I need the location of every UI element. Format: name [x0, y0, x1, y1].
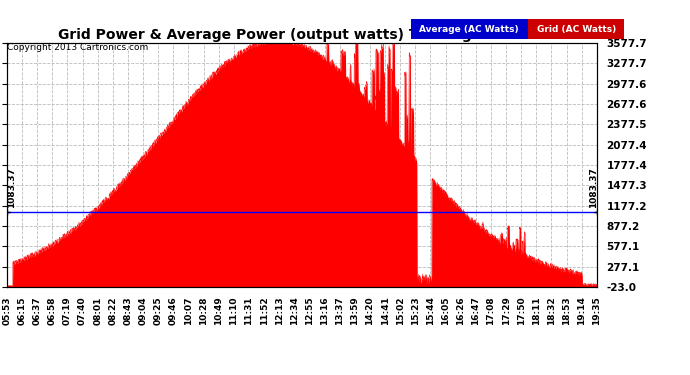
Text: Average (AC Watts): Average (AC Watts)	[420, 25, 519, 34]
Title: Grid Power & Average Power (output watts) Tue Aug 13 19:54: Grid Power & Average Power (output watts…	[58, 28, 546, 42]
Text: Copyright 2013 Cartronics.com: Copyright 2013 Cartronics.com	[7, 43, 148, 52]
Text: 1083.37: 1083.37	[7, 167, 16, 208]
Text: 1083.37: 1083.37	[589, 167, 598, 208]
Text: Grid (AC Watts): Grid (AC Watts)	[537, 25, 615, 34]
